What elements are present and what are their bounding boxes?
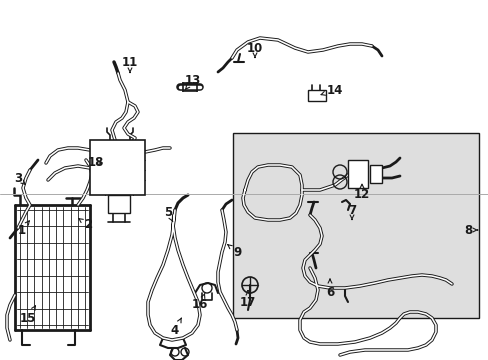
Bar	[90, 140, 145, 195]
Text: 5: 5	[163, 206, 172, 221]
Text: 11: 11	[122, 57, 138, 72]
Text: 4: 4	[170, 318, 181, 337]
Text: 18: 18	[88, 157, 104, 170]
Text: 17: 17	[240, 291, 256, 310]
Bar	[108, 195, 130, 213]
Text: 2: 2	[79, 219, 92, 231]
Text: 10: 10	[246, 41, 263, 57]
Text: 16: 16	[191, 293, 208, 311]
Bar	[232, 133, 478, 318]
Bar	[307, 90, 325, 101]
Text: 14: 14	[320, 84, 343, 96]
Text: 1: 1	[18, 221, 29, 237]
Text: 15: 15	[20, 306, 36, 324]
Text: 3: 3	[14, 171, 25, 184]
Text: 8: 8	[463, 224, 477, 237]
Text: 6: 6	[325, 279, 333, 298]
Text: 12: 12	[353, 184, 369, 202]
Bar	[347, 160, 367, 188]
Bar	[369, 165, 381, 183]
Text: 9: 9	[227, 244, 241, 258]
Text: 13: 13	[184, 73, 201, 89]
Text: 7: 7	[347, 203, 355, 219]
